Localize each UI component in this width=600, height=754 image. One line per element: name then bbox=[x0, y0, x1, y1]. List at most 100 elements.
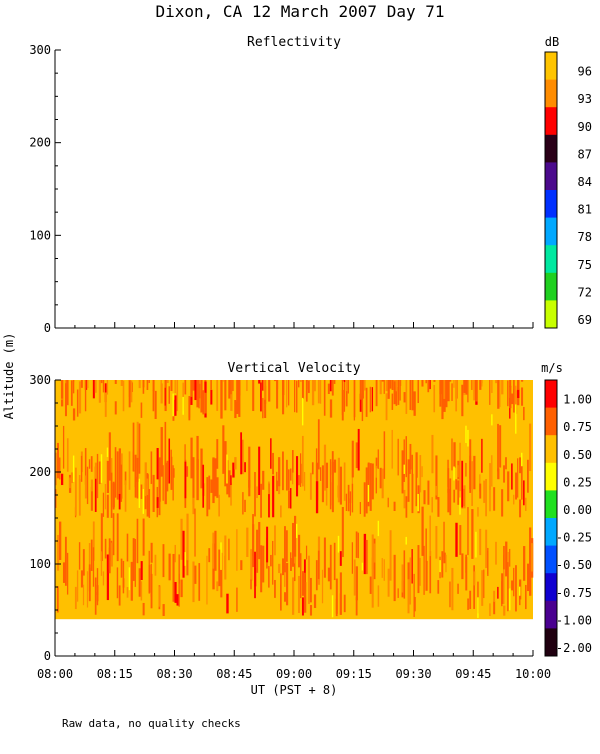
velocity-cell bbox=[406, 496, 408, 517]
velocity-cell bbox=[135, 455, 137, 498]
velocity-cell bbox=[284, 592, 286, 602]
velocity-cell bbox=[176, 594, 178, 605]
velocity-cell bbox=[165, 422, 167, 470]
velocity-cell bbox=[103, 380, 104, 392]
velocity-cell bbox=[501, 581, 502, 606]
velocity-colorbar-label: 1.00 bbox=[563, 393, 592, 407]
reflectivity-colorbar-swatch bbox=[545, 273, 557, 301]
velocity-cell bbox=[89, 564, 91, 591]
velocity-cell bbox=[95, 577, 97, 614]
velocity-cell bbox=[65, 380, 67, 416]
velocity-cell bbox=[220, 542, 221, 570]
velocity-cell bbox=[479, 380, 481, 390]
reflectivity-colorbar-label: 72 bbox=[578, 285, 592, 299]
velocity-cell bbox=[467, 430, 468, 447]
reflectivity-title: Reflectivity bbox=[247, 35, 341, 50]
velocity-colorbar-swatch bbox=[545, 463, 557, 491]
velocity-cell bbox=[519, 499, 521, 517]
velocity-cell bbox=[143, 603, 145, 615]
velocity-cell bbox=[79, 475, 80, 501]
velocity-cell bbox=[497, 380, 499, 409]
velocity-cell bbox=[465, 380, 467, 395]
velocity-cell bbox=[348, 485, 350, 511]
velocity-cell bbox=[258, 522, 260, 559]
velocity-cell bbox=[61, 380, 63, 398]
velocity-cell bbox=[290, 488, 291, 508]
velocity-cell bbox=[384, 431, 386, 479]
velocity-cell bbox=[91, 480, 93, 492]
velocity-cell bbox=[73, 408, 75, 420]
x-tick-label: 09:15 bbox=[336, 667, 372, 681]
velocity-cell bbox=[113, 482, 115, 510]
velocity-cell bbox=[429, 516, 430, 557]
velocity-cell bbox=[348, 380, 349, 393]
velocity-cell bbox=[344, 380, 345, 412]
velocity-cell bbox=[517, 380, 519, 390]
velocity-cell bbox=[509, 588, 510, 610]
velocity-cell bbox=[328, 384, 330, 394]
velocity-cell bbox=[87, 467, 88, 504]
velocity-cell bbox=[368, 463, 370, 480]
velocity-cell bbox=[194, 566, 196, 584]
velocity-cell bbox=[149, 551, 150, 594]
velocity-cell bbox=[230, 483, 232, 506]
velocity-cell bbox=[358, 429, 360, 471]
velocity-cell bbox=[531, 543, 533, 571]
velocity-cell bbox=[396, 380, 398, 391]
velocity-colorbar-swatch bbox=[545, 408, 557, 436]
velocity-cell bbox=[133, 452, 134, 471]
velocity-cell bbox=[487, 548, 488, 576]
velocity-cell bbox=[394, 380, 396, 381]
velocity-cell bbox=[139, 479, 140, 508]
velocity-cell bbox=[274, 580, 276, 598]
velocity-cell bbox=[306, 546, 307, 560]
velocity-cell bbox=[167, 461, 169, 492]
velocity-cell bbox=[192, 561, 194, 602]
velocity-cell bbox=[290, 469, 291, 481]
velocity-cell bbox=[465, 426, 466, 443]
velocity-cell bbox=[115, 447, 117, 498]
velocity-cell bbox=[236, 588, 237, 612]
velocity-cell bbox=[370, 463, 372, 511]
velocity-cell bbox=[380, 468, 382, 489]
velocity-cell bbox=[509, 549, 510, 567]
velocity-cell bbox=[340, 572, 342, 614]
velocity-cell bbox=[404, 490, 406, 508]
velocity-cell bbox=[175, 395, 177, 415]
velocity-cell bbox=[483, 481, 485, 503]
velocity-cell bbox=[322, 465, 324, 502]
velocity-cell bbox=[157, 497, 159, 508]
velocity-cell bbox=[99, 461, 101, 484]
velocity-cell bbox=[141, 561, 143, 580]
velocity-cell bbox=[402, 564, 404, 592]
velocity-cell bbox=[435, 486, 437, 496]
velocity-cell bbox=[515, 565, 517, 611]
velocity-colorbar-swatch bbox=[545, 490, 557, 518]
velocity-cell bbox=[184, 462, 186, 499]
velocity-cell bbox=[326, 463, 328, 488]
velocity-cell bbox=[394, 380, 396, 404]
velocity-cell bbox=[493, 591, 495, 602]
velocity-cell bbox=[79, 542, 80, 569]
velocity-cell bbox=[382, 380, 384, 382]
velocity-cell bbox=[515, 473, 517, 500]
reflectivity-y-tick-label: 0 bbox=[44, 321, 51, 335]
velocity-cell bbox=[210, 380, 212, 390]
velocity-cell bbox=[190, 380, 192, 397]
velocity-cell bbox=[224, 380, 226, 410]
velocity-cell bbox=[469, 461, 470, 478]
velocity-cell bbox=[511, 463, 513, 489]
velocity-cell bbox=[499, 380, 500, 407]
velocity-cell bbox=[260, 484, 262, 518]
velocity-cell bbox=[356, 531, 358, 557]
velocity-cell bbox=[415, 452, 417, 477]
velocity-cell bbox=[364, 482, 366, 516]
velocity-cell bbox=[356, 566, 358, 600]
velocity-cell bbox=[493, 601, 495, 614]
velocity-cell bbox=[346, 494, 347, 511]
velocity-cell bbox=[320, 467, 321, 481]
velocity-cell bbox=[457, 480, 459, 504]
velocity-cell bbox=[200, 380, 202, 413]
velocity-cell bbox=[366, 540, 368, 574]
velocity-cell bbox=[507, 471, 509, 501]
